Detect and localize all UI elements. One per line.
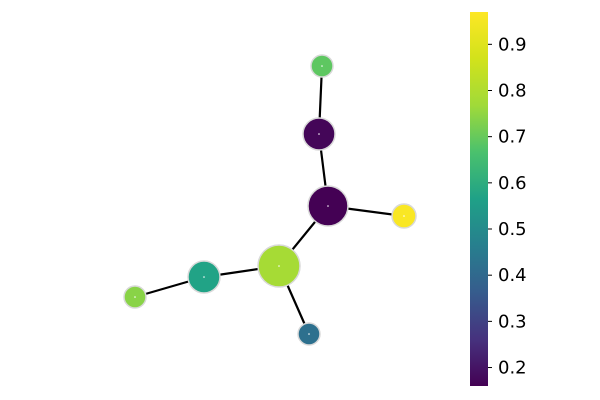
colorbar-tick-label-3: 0.5 [498,219,527,240]
node-center-n4 [403,215,405,217]
colorbar-gradient [470,12,488,386]
colorbar-tick-label-5: 0.7 [498,127,527,148]
node-center-n1 [321,65,323,67]
node-center-n5 [278,265,280,267]
colorbar-tick-label-4: 0.6 [498,173,527,194]
node-center-n3 [327,205,329,207]
colorbar-tick-label-0: 0.2 [498,358,527,379]
node-center-n8 [308,333,310,335]
edges-layer [133,64,406,336]
colorbar-ticks: 0.2 0.3 0.4 0.5 0.6 0.7 0.8 0.9 [488,34,527,379]
colorbar-tick-label-6: 0.8 [498,80,527,101]
node-center-n7 [134,296,136,298]
node-center-n2 [318,133,320,135]
nodes-layer [123,54,417,346]
node-center-n6 [203,276,205,278]
colorbar-tick-label-7: 0.9 [498,34,527,55]
colorbar-tick-label-1: 0.3 [498,311,527,332]
colorbar-tick-label-2: 0.4 [498,265,527,286]
colorbar: 0.2 0.3 0.4 0.5 0.6 0.7 0.8 0.9 [470,12,527,386]
